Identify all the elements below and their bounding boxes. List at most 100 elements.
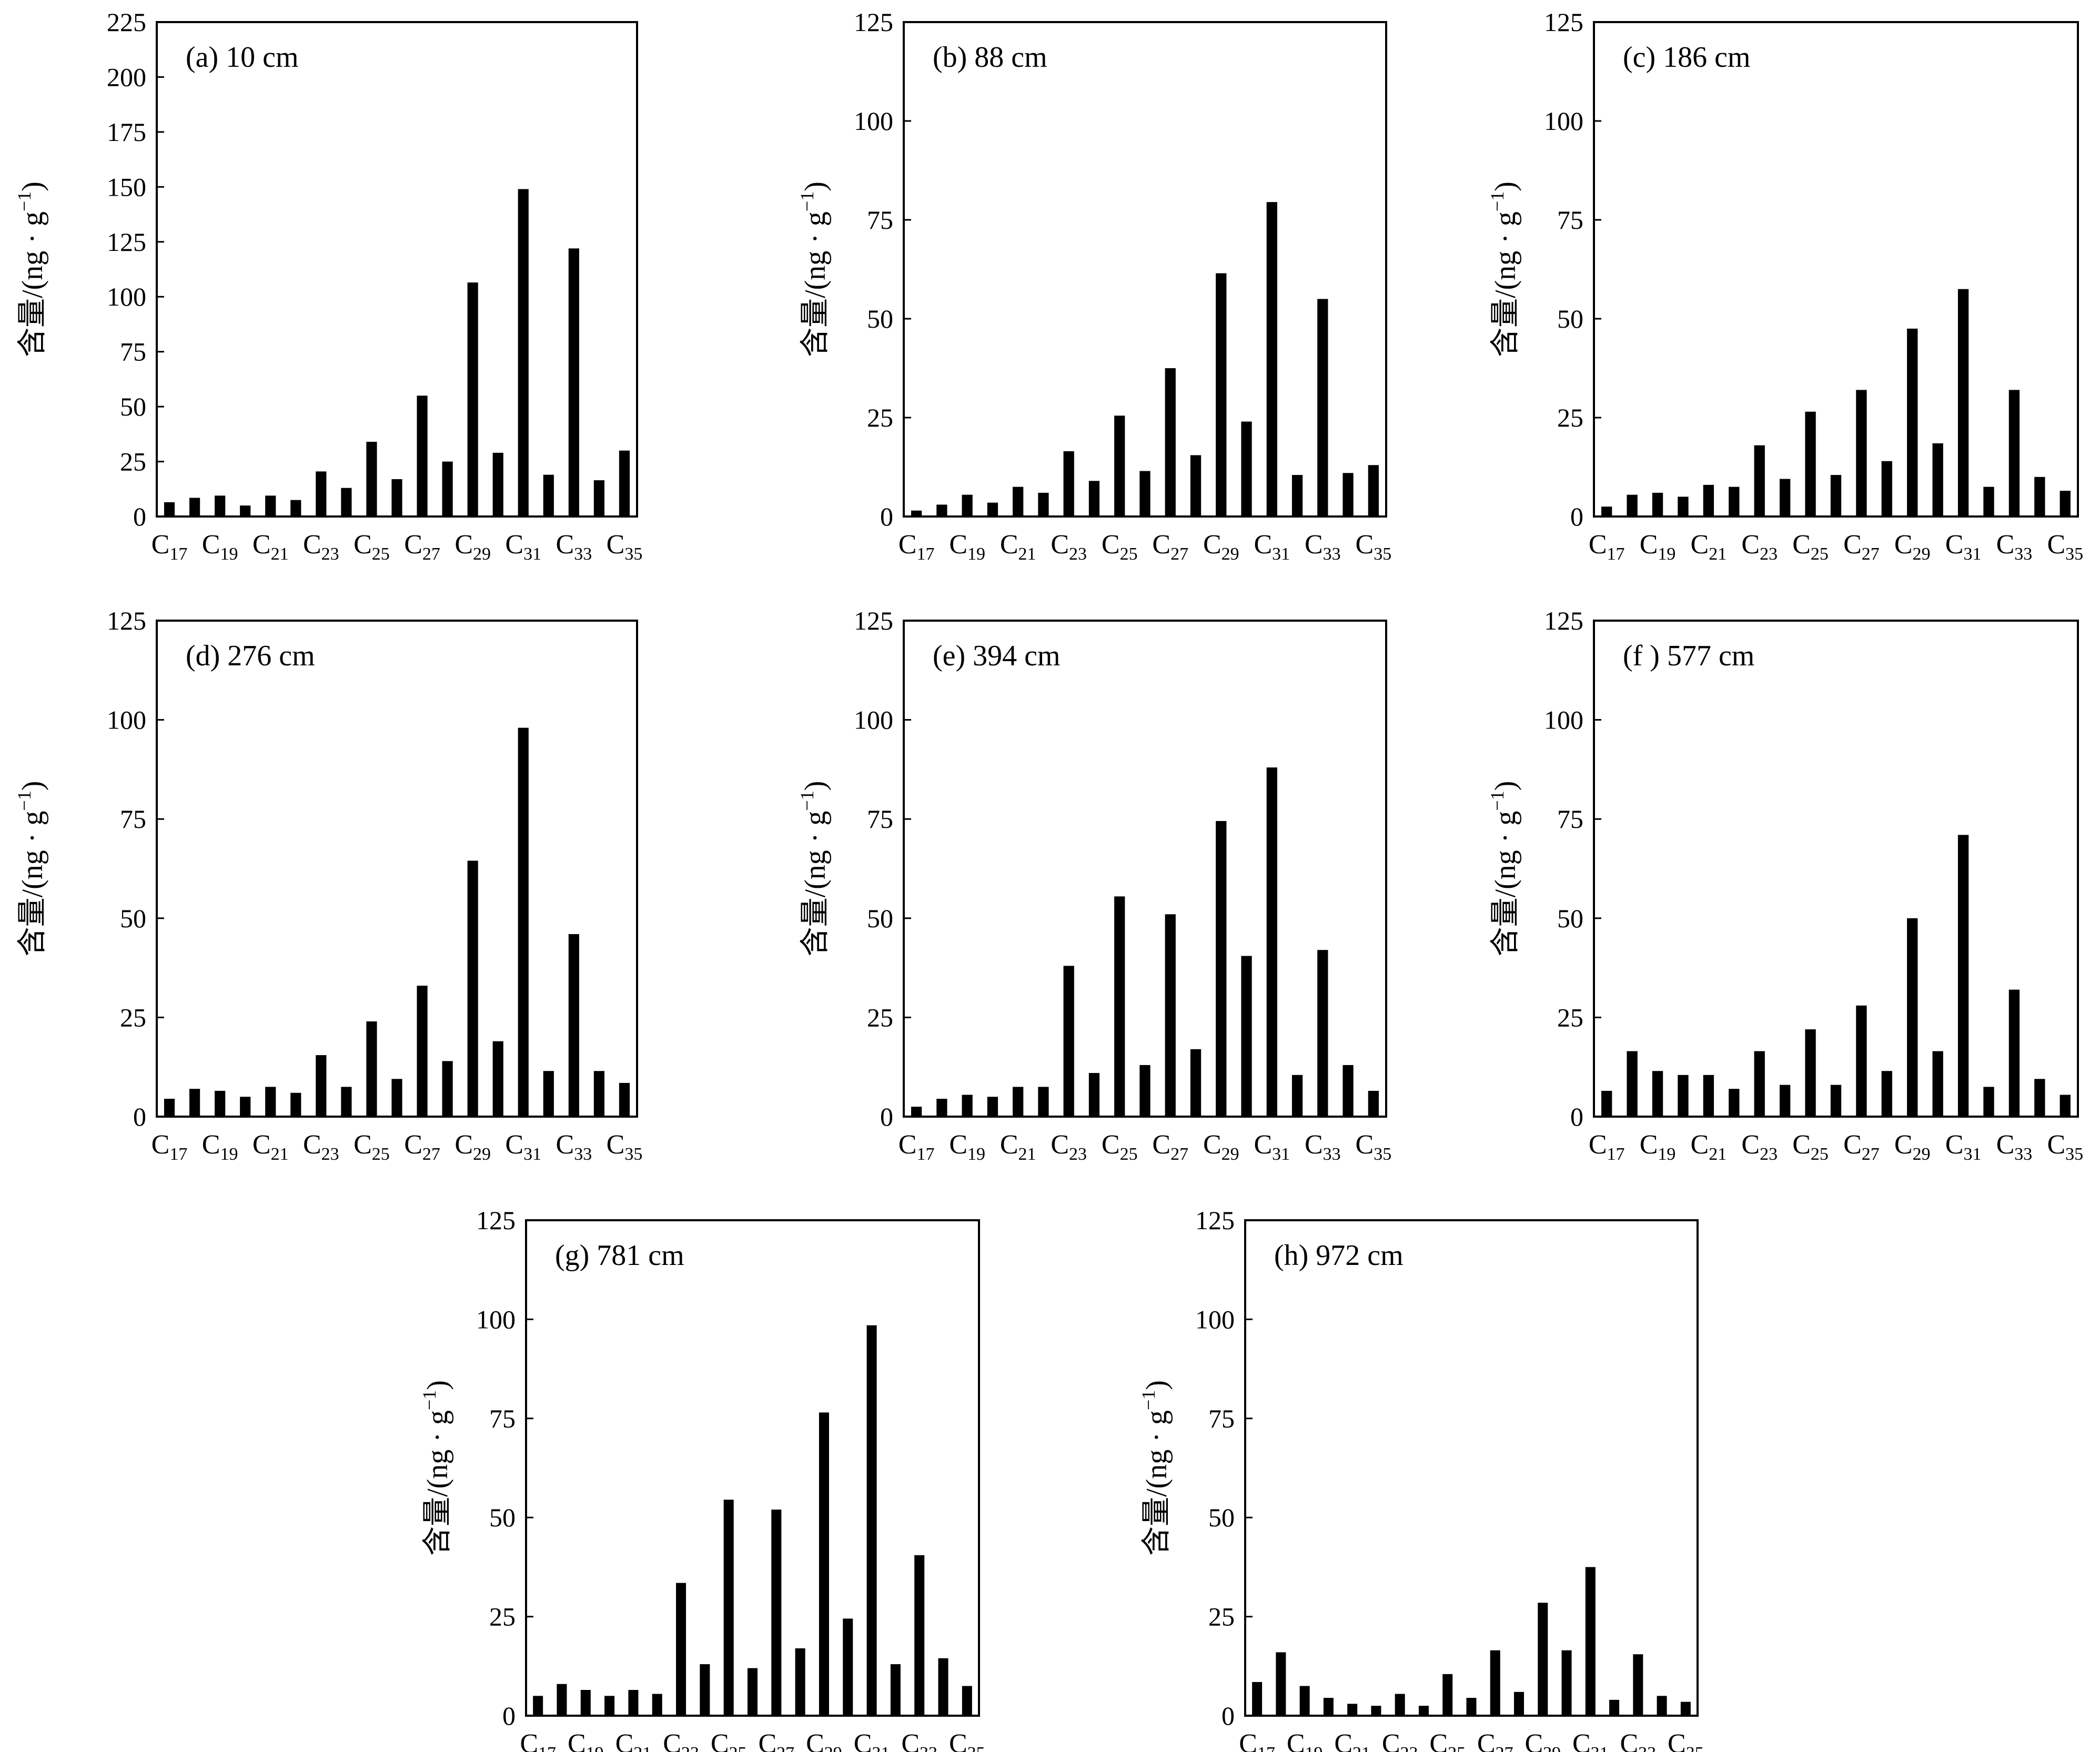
bar-C26 (391, 479, 402, 517)
y-tick-label: 25 (1208, 1602, 1235, 1632)
bar-C26 (1830, 475, 1842, 517)
bar-C24 (1779, 1085, 1791, 1117)
bar-C25 (723, 1500, 734, 1716)
y-tick-label: 125 (476, 1206, 516, 1235)
panel-a: 0 25 50 75 100 125 150 175 200 225 C17 C19 C21 C23 C25… (14, 7, 642, 564)
bar-C32 (1291, 475, 1303, 517)
bar-C21 (265, 495, 276, 517)
panel-label: (e) 394 cm (933, 640, 1061, 672)
y-axis-label: 含量/(ng · g−1) (14, 181, 49, 357)
bar-C19 (580, 1690, 591, 1716)
bar-C19 (1652, 492, 1663, 517)
y-tick-label: 50 (867, 304, 893, 333)
x-tick-label: C27 (1152, 1130, 1188, 1164)
y-tick-label: 100 (1195, 1304, 1235, 1334)
plot-frame (1244, 1219, 1699, 1717)
x-tick-label: C23 (1741, 530, 1778, 564)
x-tick-label: C33 (1996, 1130, 2033, 1164)
bar-C31 (518, 727, 529, 1117)
bar-C20 (1678, 497, 1689, 517)
y-tick-label: 75 (1557, 205, 1583, 235)
y-axis-label: 含量/(ng · g−1) (14, 781, 49, 957)
y-tick-label: 50 (867, 904, 893, 933)
bar-C21 (1013, 1087, 1024, 1117)
bar-C33 (2008, 989, 2020, 1117)
bar-C27 (1856, 1005, 1867, 1117)
y-tick-label: 100 (1544, 705, 1583, 735)
bar-C21 (628, 1690, 639, 1716)
y-tick-label: 50 (1557, 904, 1583, 933)
bar-C35 (2059, 491, 2071, 517)
bar-C28 (795, 1648, 805, 1716)
x-tick-label: C35 (607, 1130, 643, 1164)
panel-e: 0 25 50 75 100 125 C17 C19 C21 C23 C25 C27 C29 C31 C33… (796, 606, 1391, 1164)
panel-h: 0 25 50 75 100 125 C17 C19 C21 C23 C25 C27 C29 C31 C33… (1138, 1206, 1704, 1752)
y-axis-label: 含量/(ng · g−1) (1487, 181, 1522, 357)
bar-C30 (1561, 1650, 1572, 1716)
y-tick-label: 75 (867, 804, 893, 834)
bar-C22 (1038, 1087, 1049, 1117)
plot-frame (1593, 21, 2079, 518)
x-tick-label: C35 (1356, 1130, 1392, 1164)
x-tick-label: C27 (1843, 530, 1880, 564)
bar-C28 (1881, 1071, 1893, 1117)
x-tick-label: C23 (1051, 530, 1087, 564)
y-tick-label: 125 (854, 7, 893, 37)
bar-C19 (1299, 1686, 1310, 1716)
bar-C22 (652, 1694, 662, 1716)
x-tick-label: C21 (1691, 1130, 1727, 1164)
x-tick-label: C23 (303, 1130, 339, 1164)
y-tick-label: 75 (120, 804, 146, 834)
bar-C22 (290, 1092, 301, 1117)
x-tick-label: C29 (806, 1729, 842, 1752)
x-tick-label: C33 (901, 1729, 937, 1752)
bar-C17 (1601, 507, 1612, 517)
bar-C25 (366, 1021, 377, 1117)
x-tick-label: C27 (758, 1729, 794, 1752)
x-tick-label: C19 (949, 1130, 985, 1164)
bar-C27 (771, 1510, 782, 1716)
bar-C24 (1088, 1073, 1100, 1117)
x-tick-label: C19 (949, 530, 985, 564)
bar-C32 (1983, 1087, 1994, 1117)
bar-C27 (1165, 914, 1176, 1117)
x-tick-label: C33 (1996, 530, 2033, 564)
bar-C21 (1013, 487, 1024, 517)
bar-C35 (1368, 1090, 1379, 1117)
bar-C22 (1038, 492, 1049, 517)
bar-C35 (1368, 465, 1379, 517)
bar-C28 (1190, 455, 1202, 517)
bar-C20 (604, 1696, 615, 1716)
bar-C31 (1585, 1567, 1596, 1716)
y-tick-label: 50 (120, 392, 146, 421)
x-tick-label: C31 (505, 1130, 541, 1164)
bar-C26 (1139, 471, 1150, 517)
bar-C17 (164, 502, 175, 517)
y-tick-label: 25 (867, 403, 893, 432)
bar-C31 (866, 1325, 877, 1716)
bar-C29 (467, 282, 478, 517)
y-tick-label: 0 (1221, 1701, 1235, 1730)
panel-label: (f ) 577 cm (1623, 640, 1754, 672)
bar-C23 (1754, 1051, 1765, 1117)
x-tick-label: C19 (202, 530, 238, 564)
x-tick-label: C29 (1203, 530, 1239, 564)
x-tick-label: C17 (152, 1130, 188, 1164)
y-tick-label: 100 (107, 705, 146, 735)
bar-C30 (492, 452, 503, 517)
bar-C22 (1729, 487, 1740, 517)
x-tick-label: C31 (505, 530, 541, 564)
y-axis-label: 含量/(ng · g−1) (419, 1380, 454, 1556)
bar-C21 (1703, 1075, 1714, 1117)
bar-C27 (1490, 1650, 1500, 1716)
x-tick-label: C29 (1203, 1130, 1239, 1164)
bar-C20 (1678, 1075, 1689, 1117)
x-tick-label: C31 (1945, 530, 1982, 564)
bar-C25 (1114, 416, 1125, 517)
bar-C18 (1627, 494, 1638, 517)
bar-C35 (619, 450, 630, 517)
y-axis-label: 含量/(ng · g−1) (1487, 781, 1522, 957)
y-tick-label: 150 (107, 172, 146, 201)
panel-b: 0 25 50 75 100 125 C17 C19 C21 C23 C25 C27 C29 C31 C33… (796, 7, 1391, 564)
bar-C24 (341, 488, 352, 517)
